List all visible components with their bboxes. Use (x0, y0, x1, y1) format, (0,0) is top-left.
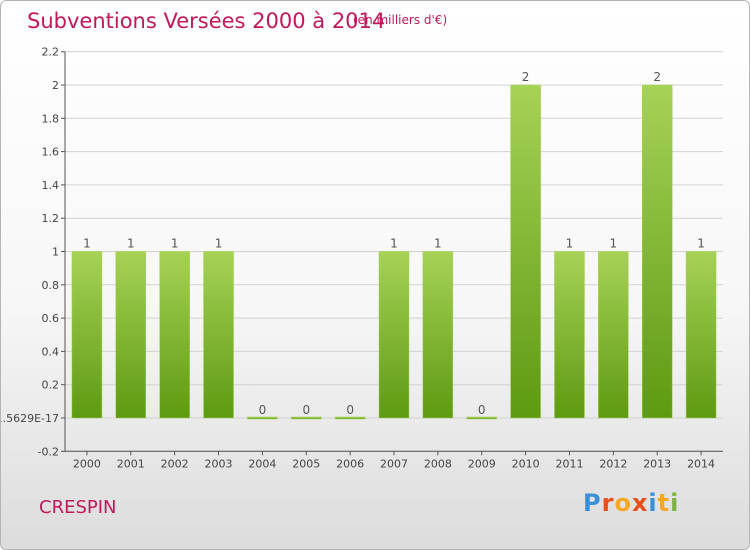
y-tick-label: 1.5629E-17 (1, 412, 59, 425)
bar-2013 (641, 84, 673, 419)
x-tick-label: 2014 (687, 457, 715, 470)
x-tick-label: 2012 (599, 457, 627, 470)
x-tick-label: 2001 (117, 457, 145, 470)
data-label-2014: 1 (697, 237, 705, 251)
chart-subtitle: (en milliers d'€) (353, 13, 448, 27)
logo-letter: P (583, 489, 602, 517)
data-label-2013: 2 (653, 70, 661, 84)
bar-2000 (71, 251, 103, 419)
logo-letter: i (670, 489, 680, 517)
y-tick-label: 2.2 (42, 46, 60, 59)
x-tick-label: 2004 (248, 457, 276, 470)
bar-2006 (334, 416, 366, 420)
bar-2007 (378, 251, 410, 419)
x-tick-label: 2006 (336, 457, 364, 470)
y-tick-label: 1.2 (42, 212, 60, 225)
x-tick-label: 2008 (424, 457, 452, 470)
bar-2003 (203, 251, 234, 419)
x-tick-label: 2010 (512, 457, 540, 470)
logo-letter: r (601, 489, 615, 517)
x-tick-label: 2007 (380, 457, 408, 470)
logo-letter: t (657, 489, 671, 517)
y-tick-label: 0.6 (42, 312, 60, 325)
data-label-2011: 1 (566, 237, 574, 251)
bars (71, 84, 717, 420)
x-tick-label: 2013 (643, 457, 671, 470)
y-tick-label: 1.8 (42, 112, 60, 125)
y-tick-label: -0.2 (38, 445, 59, 458)
bar-2008 (422, 251, 454, 419)
data-label-2004: 0 (259, 403, 267, 417)
data-label-2009: 0 (478, 403, 486, 417)
proxiti-logo: Proxiti (583, 489, 679, 517)
y-tick-label: 1.4 (42, 179, 60, 192)
x-tick-label: 2003 (205, 457, 233, 470)
y-tick-label: 2 (52, 79, 59, 92)
bar-2011 (554, 251, 585, 419)
x-tick-label: 2002 (161, 457, 189, 470)
y-tick-label: 1 (52, 246, 59, 259)
bar-2002 (159, 251, 190, 419)
data-label-2010: 2 (522, 70, 530, 84)
y-tick-label: 0.2 (42, 379, 60, 392)
bar-2014 (685, 251, 717, 419)
chart-title: Subventions Versées 2000 à 2014 (27, 9, 386, 33)
bar-2001 (115, 251, 147, 419)
bar-2010 (510, 84, 541, 419)
labels: -0.2 1.5629E-17 0.2 0.4 0.6 0.8 1 1.2 1.4 1.6 1.8 2… (1, 46, 715, 471)
bar-2005 (291, 416, 322, 420)
data-label-2001: 1 (127, 237, 135, 251)
data-label-2000: 1 (83, 237, 91, 251)
x-tick-label: 2005 (292, 457, 320, 470)
bar-2009 (466, 416, 497, 420)
y-tick-label: 0.4 (42, 345, 60, 358)
data-label-2008: 1 (434, 237, 442, 251)
logo-letter: x (631, 489, 649, 517)
x-tick-label: 2000 (73, 457, 101, 470)
data-label-2007: 1 (390, 237, 398, 251)
data-label-2005: 0 (302, 403, 310, 417)
bar-2012 (598, 251, 629, 419)
axes (61, 51, 723, 456)
data-label-2012: 1 (610, 237, 618, 251)
town-name: CRESPIN (39, 497, 117, 518)
data-label-2006: 0 (346, 403, 354, 417)
bar-2004 (247, 416, 278, 420)
y-tick-label: 0.8 (42, 279, 60, 292)
logo-letter: o (614, 489, 632, 517)
x-tick-label: 2009 (468, 457, 496, 470)
logo-letter: i (648, 489, 658, 517)
x-tick-label: 2011 (555, 457, 583, 470)
data-label-2003: 1 (215, 237, 223, 251)
data-label-2002: 1 (171, 237, 179, 251)
y-tick-label: 1.6 (42, 146, 60, 159)
